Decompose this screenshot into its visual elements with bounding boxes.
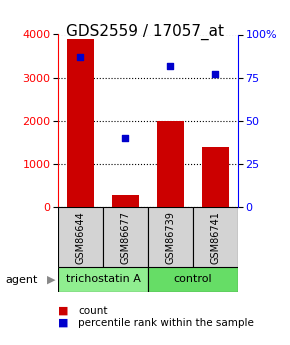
Text: GSM86677: GSM86677	[120, 211, 130, 264]
Bar	[148, 267, 238, 292]
Text: GSM86739: GSM86739	[165, 211, 175, 264]
Text: control: control	[173, 275, 212, 284]
Bar	[193, 207, 238, 267]
Text: GDS2559 / 17057_at: GDS2559 / 17057_at	[66, 24, 224, 40]
Bar	[67, 39, 94, 207]
Bar	[202, 148, 229, 207]
Text: percentile rank within the sample: percentile rank within the sample	[78, 318, 254, 327]
Bar	[157, 121, 184, 207]
Text: ■: ■	[58, 306, 68, 315]
Text: GSM86741: GSM86741	[210, 211, 220, 264]
Bar	[112, 195, 139, 207]
Bar	[58, 267, 148, 292]
Text: GSM86644: GSM86644	[75, 211, 86, 264]
Bar	[148, 207, 193, 267]
Bar	[58, 207, 103, 267]
Text: ■: ■	[58, 318, 68, 327]
Point	[168, 63, 173, 68]
Text: count: count	[78, 306, 108, 315]
Bar	[103, 207, 148, 267]
Text: agent: agent	[6, 275, 38, 285]
Text: trichostatin A: trichostatin A	[66, 275, 140, 284]
Point	[123, 135, 128, 141]
Point	[78, 54, 83, 60]
Text: ▶: ▶	[46, 275, 55, 285]
Point	[213, 71, 218, 77]
